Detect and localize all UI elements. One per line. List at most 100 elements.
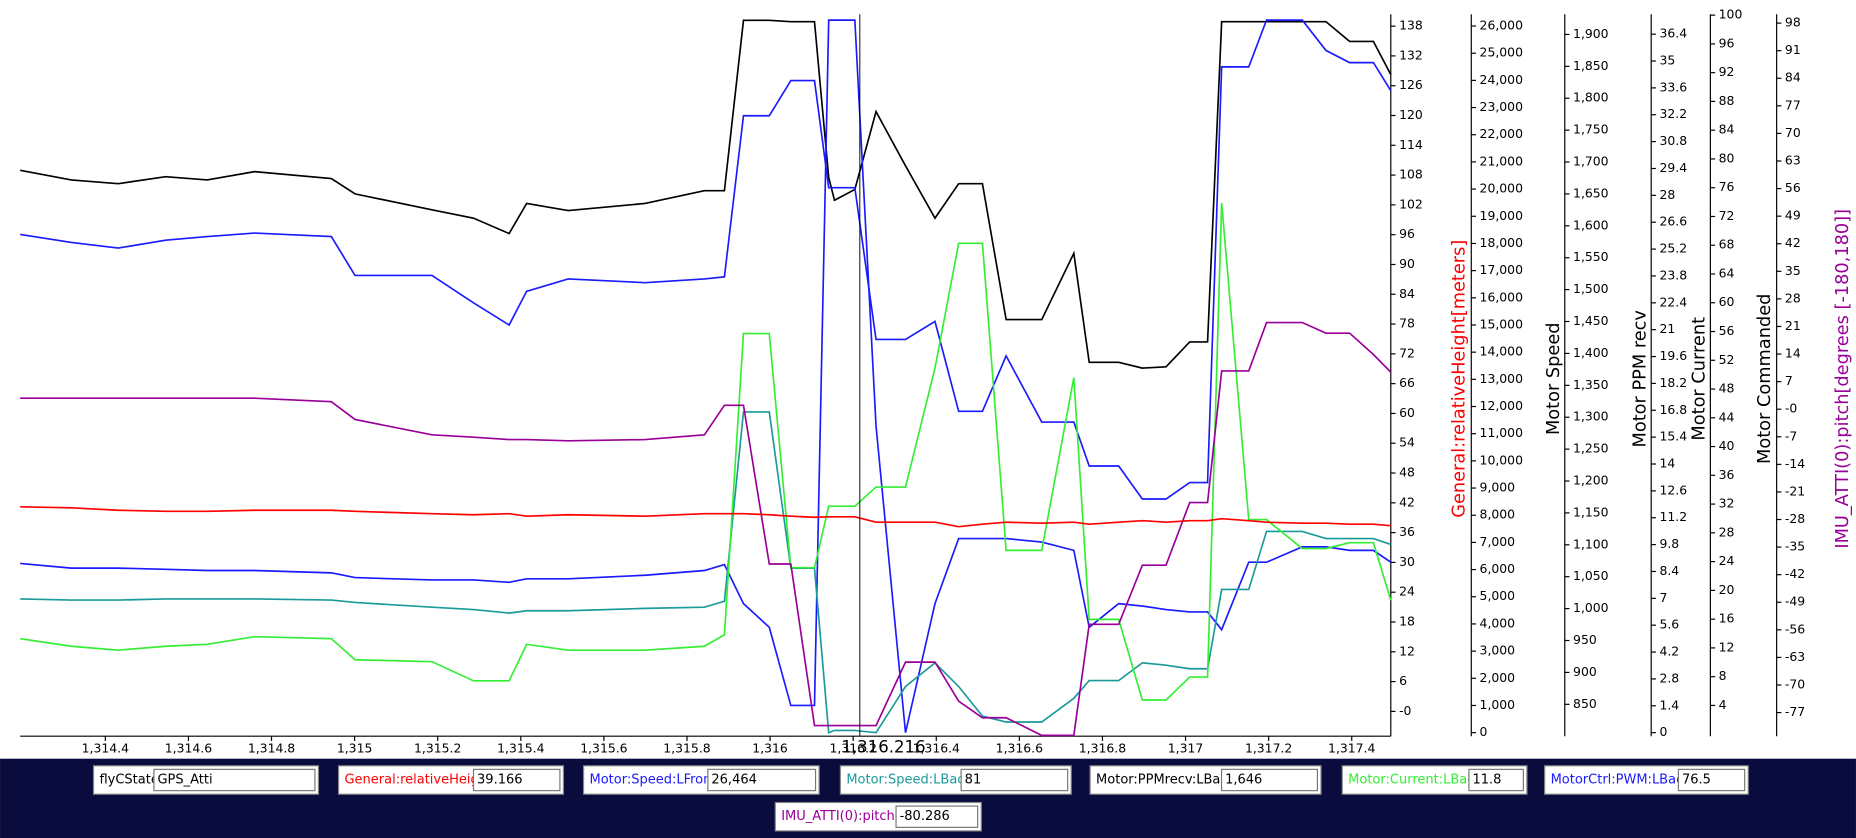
- series-line: [20, 202, 1392, 701]
- readout-label: IMU_ATTI(0):pitch: [781, 809, 895, 824]
- x-tick-label: 1,315: [337, 741, 373, 756]
- y-tick-label: 96: [1719, 35, 1735, 50]
- x-tick-label: 1,317.4: [1328, 741, 1375, 756]
- readout-label: Motor:Speed:LFront: [589, 773, 716, 788]
- y-tick-label: 8,000: [1480, 507, 1516, 522]
- y-axis-title: Motor Current: [1690, 317, 1710, 441]
- y-tick-label: -0: [1785, 401, 1797, 416]
- y-tick-label: -49: [1785, 594, 1805, 609]
- y-tick-label: 850: [1573, 696, 1597, 711]
- y-tick-label: -70: [1785, 676, 1805, 691]
- readout-label: flyCState: [99, 773, 158, 788]
- readout-label: Motor:PPMrecv:LBack: [1096, 773, 1235, 788]
- series-line: [20, 505, 1391, 528]
- y-tick-label: 15,000: [1480, 316, 1524, 331]
- x-tick-label: 1,316.6: [996, 741, 1043, 756]
- x-tick-label: 1,314.8: [248, 741, 295, 756]
- y-tick-label: 72: [1719, 208, 1735, 223]
- y-tick-label: 36: [1719, 467, 1735, 482]
- readout-label: General:relativeHeight: [344, 773, 492, 788]
- y-tick-label: 20: [1719, 582, 1735, 597]
- y-tick-label: 28: [1785, 290, 1801, 305]
- y-tick-label: 36: [1399, 524, 1415, 539]
- y-tick-label: 1,550: [1573, 249, 1609, 264]
- readout-value: 11.8: [1472, 773, 1501, 788]
- y-tick-label: 11,000: [1480, 425, 1524, 440]
- y-tick-label: 70: [1785, 125, 1801, 140]
- y-tick-label: 21,000: [1480, 153, 1524, 168]
- y-tick-label: 84: [1785, 70, 1801, 85]
- y-tick-label: 1,050: [1573, 568, 1609, 583]
- y-tick-label: 1,850: [1573, 58, 1609, 73]
- y-tick-label: 1,300: [1573, 409, 1609, 424]
- y-tick-label: 1,400: [1573, 345, 1609, 360]
- y-tick-label: 49: [1785, 208, 1801, 223]
- y-tick-label: 120: [1399, 107, 1423, 122]
- y-tick-label: 1,750: [1573, 122, 1609, 137]
- y-tick-label: 4.2: [1659, 644, 1679, 659]
- y-tick-label: 17,000: [1480, 262, 1524, 277]
- y-tick-label: 10,000: [1480, 452, 1524, 467]
- y-tick-label: 60: [1399, 405, 1415, 420]
- readout-value: 1,646: [1225, 773, 1262, 788]
- y-tick-label: 44: [1719, 409, 1735, 424]
- y-tick-label: 7,000: [1480, 534, 1516, 549]
- y-tick-label: 126: [1399, 77, 1423, 92]
- y-tick-label: 21: [1659, 321, 1675, 336]
- y-tick-label: 54: [1399, 435, 1415, 450]
- y-tick-label: 48: [1719, 381, 1735, 396]
- readout-field: [153, 768, 316, 792]
- y-tick-label: 1,250: [1573, 441, 1609, 456]
- y-tick-label: 22.4: [1659, 294, 1687, 309]
- x-tick-label: 1,316.4: [913, 741, 960, 756]
- y-tick-label: 14: [1659, 456, 1675, 471]
- y-tick-label: 16: [1719, 611, 1735, 626]
- y-tick-label: 22,000: [1480, 126, 1524, 141]
- y-tick-label: -63: [1785, 649, 1805, 664]
- y-tick-label: 90: [1399, 256, 1415, 271]
- y-axis-title: Motor Speed: [1544, 322, 1564, 435]
- y-tick-label: 1,700: [1573, 154, 1609, 169]
- y-tick-label: 42: [1785, 235, 1801, 250]
- y-tick-label: -56: [1785, 621, 1805, 636]
- y-tick-label: 33.6: [1659, 79, 1687, 94]
- y-tick-label: 100: [1719, 7, 1743, 22]
- readout-value: GPS_Atti: [157, 773, 212, 788]
- y-tick-label: -35: [1785, 539, 1805, 554]
- y-tick-label: 63: [1785, 152, 1801, 167]
- y-tick-label: 26.6: [1659, 214, 1687, 229]
- series-line: [20, 411, 1392, 734]
- y-tick-label: 28: [1719, 524, 1735, 539]
- y-tick-label: 30.8: [1659, 133, 1687, 148]
- y-tick-label: 900: [1573, 664, 1597, 679]
- y-tick-label: -0: [1399, 703, 1411, 718]
- y-tick-label: 1,200: [1573, 473, 1609, 488]
- y-tick-label: 13,000: [1480, 371, 1524, 386]
- y-tick-label: 35: [1785, 263, 1801, 278]
- y-tick-label: 56: [1785, 180, 1801, 195]
- y-tick-label: 102: [1399, 196, 1423, 211]
- y-tick-label: -14: [1785, 456, 1805, 471]
- y-axis-title: Motor PPM recv: [1631, 310, 1651, 447]
- y-tick-label: 11.2: [1659, 509, 1687, 524]
- y-tick-label: 1,900: [1573, 26, 1609, 41]
- readout-field: [1468, 768, 1524, 792]
- readout-field: [895, 805, 979, 828]
- y-tick-label: 56: [1719, 323, 1735, 338]
- y-tick-label: 32: [1719, 496, 1735, 511]
- x-tick-label: 1,315.8: [663, 741, 710, 756]
- y-tick-label: 23.8: [1659, 267, 1687, 282]
- y-tick-label: 28: [1659, 187, 1675, 202]
- y-tick-label: 88: [1719, 93, 1735, 108]
- y-tick-label: 25.2: [1659, 241, 1687, 256]
- y-tick-label: 48: [1399, 465, 1415, 480]
- readout-value: 81: [965, 773, 982, 788]
- y-tick-label: 77: [1785, 97, 1801, 112]
- y-tick-label: 6: [1399, 673, 1407, 688]
- y-tick-label: 4,000: [1480, 615, 1516, 630]
- y-tick-label: 26,000: [1480, 18, 1524, 33]
- y-tick-label: 12,000: [1480, 398, 1524, 413]
- y-tick-label: 29.4: [1659, 160, 1687, 175]
- y-tick-label: 1,350: [1573, 377, 1609, 392]
- y-tick-label: 78: [1399, 316, 1415, 331]
